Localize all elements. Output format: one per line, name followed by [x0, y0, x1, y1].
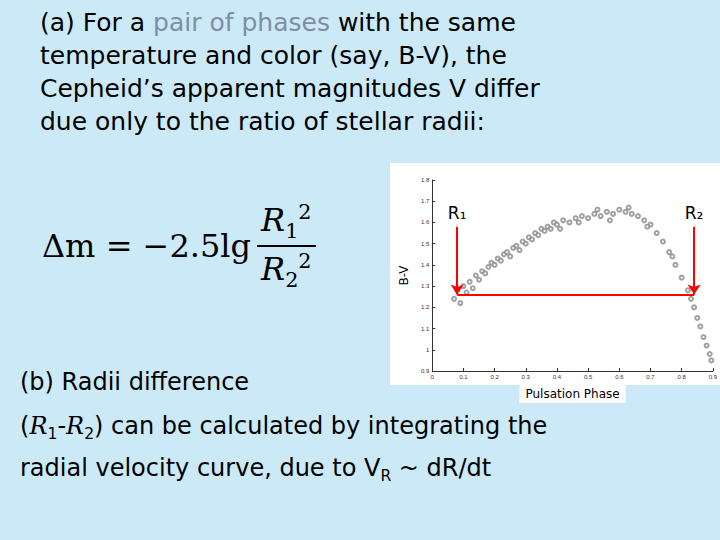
svg-text:0.2: 0.2 [490, 374, 499, 380]
svg-text:B-V: B-V [397, 265, 411, 286]
svg-text:0.3: 0.3 [522, 374, 531, 380]
svg-text:Pulsation Phase: Pulsation Phase [525, 387, 619, 401]
svg-text:R₁: R₁ [448, 203, 467, 223]
svg-text:0.6: 0.6 [615, 374, 624, 380]
html-text:Cepheid’s apparent magnitudes: Cepheid’s apparent magnitudes V differ [40, 74, 540, 103]
svg-text:0.7: 0.7 [646, 374, 655, 380]
html-text:Δm = −2.5lg: Δm = −2.5lg [42, 226, 251, 265]
svg-text:0.9: 0.9 [709, 374, 718, 380]
svg-text:1.3: 1.3 [421, 283, 430, 289]
svg-text:0.8: 0.8 [677, 374, 686, 380]
html-text:2: 2 [298, 248, 312, 273]
html-text:2: 2 [298, 200, 312, 224]
svg-text:0.5: 0.5 [584, 374, 593, 380]
html-text:(R1- R2) can be calculated by: (R1- R2) can be calculated by integratin… [20, 412, 548, 443]
html-text:R2: R2 [261, 250, 299, 292]
html-text:radial velocity curve, due to: radial velocity curve, due to VR~ dR/dt [20, 454, 492, 485]
svg-text:0.4: 0.4 [553, 374, 562, 380]
svg-text:1.7: 1.7 [421, 198, 430, 204]
svg-text:0.9: 0.9 [421, 368, 430, 374]
svg-text:1.4: 1.4 [421, 262, 430, 268]
html-text:temperature and color (say, B-: temperature and color (say, B-V), the [40, 41, 507, 70]
svg-text:1.2: 1.2 [421, 304, 430, 310]
svg-text:1.5: 1.5 [421, 241, 430, 247]
svg-text:1.8: 1.8 [421, 177, 430, 183]
svg-text:1.1: 1.1 [421, 326, 430, 332]
html-text:(a) For a pair of phases with: (a) For a pair of phases with the same [40, 8, 516, 37]
svg-text:R₂: R₂ [685, 203, 704, 223]
html-text:R1: R1 [261, 201, 299, 243]
svg-text:0.1: 0.1 [459, 374, 468, 380]
html-text:(b) Radii difference: (b) Radii difference [20, 368, 250, 396]
html-text:due only to the ratio of stell: due only to the ratio of stellar radii: [40, 107, 485, 136]
svg-text:1.6: 1.6 [421, 219, 430, 225]
svg-text:1: 1 [426, 347, 430, 353]
svg-text:0: 0 [431, 374, 435, 380]
